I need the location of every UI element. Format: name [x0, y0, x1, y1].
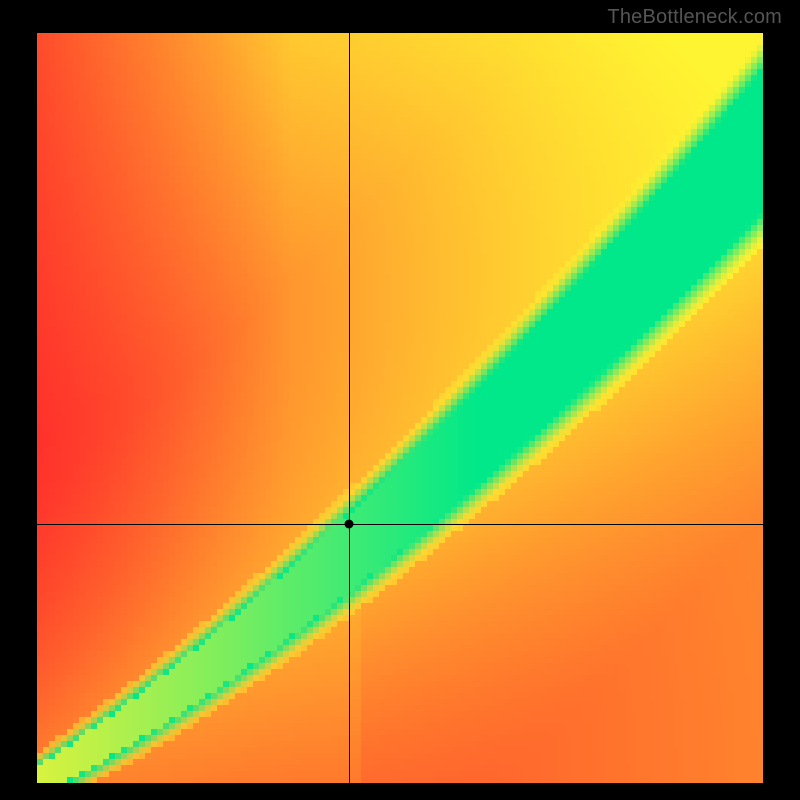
crosshair-horizontal	[37, 524, 763, 525]
crosshair-marker	[345, 520, 354, 529]
chart-container: TheBottleneck.com	[0, 0, 800, 800]
watermark-text: TheBottleneck.com	[607, 6, 782, 29]
crosshair-vertical	[349, 33, 350, 783]
heatmap-canvas	[37, 33, 763, 783]
heatmap-plot	[37, 33, 763, 783]
